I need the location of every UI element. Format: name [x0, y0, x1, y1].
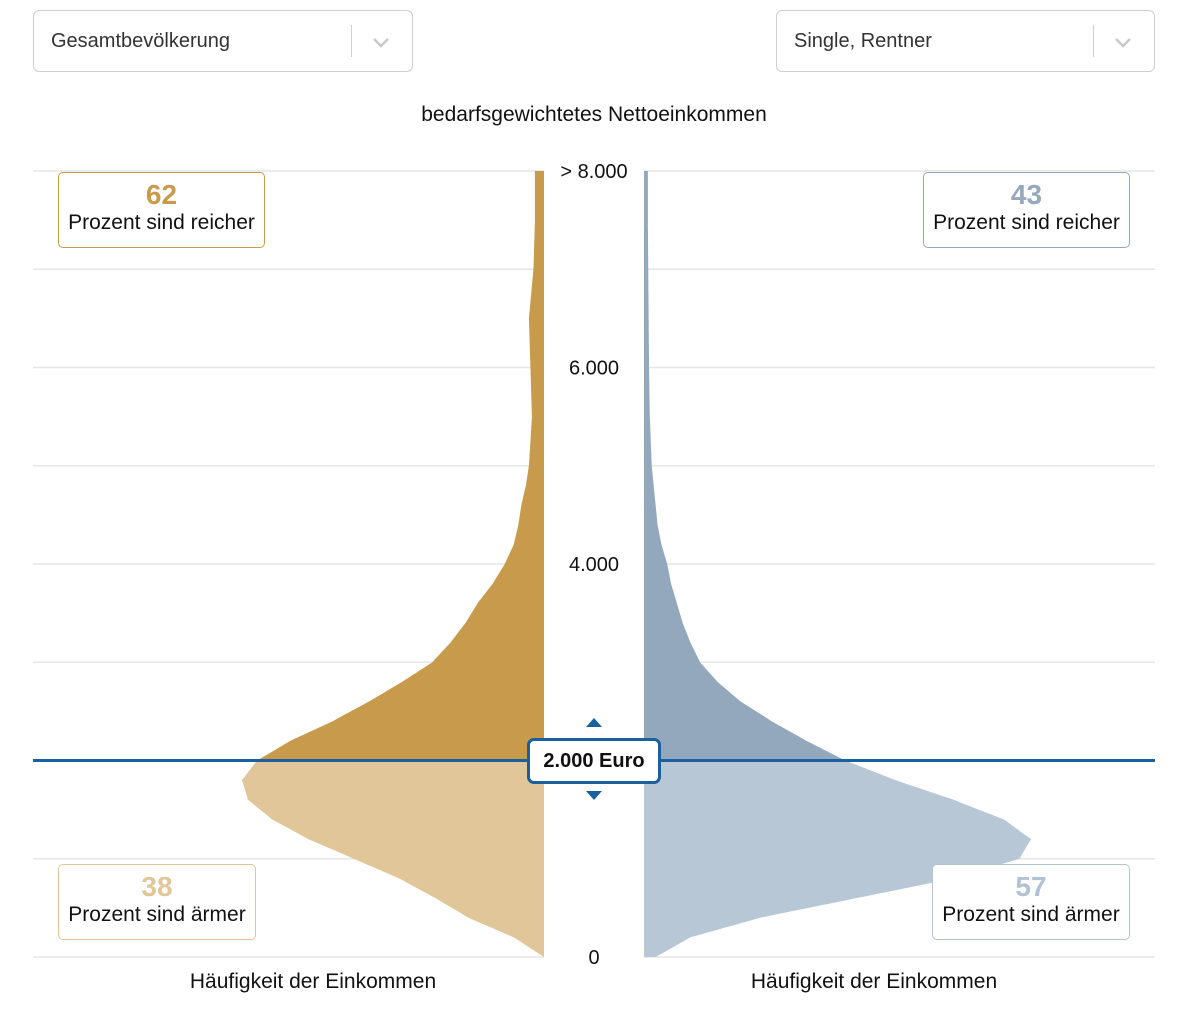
- right-richer-percent: 43: [1010, 179, 1043, 210]
- chevron-down-icon[interactable]: [1112, 33, 1134, 51]
- left-poorer-area: [241, 760, 544, 957]
- population-select-left[interactable]: Gesamtbevölkerung: [33, 10, 413, 72]
- y-tick-label: 0: [588, 947, 599, 969]
- increase-income-arrow-icon[interactable]: [586, 718, 602, 727]
- y-axis-ticks: 0 4.000 6.000 > 8.000: [560, 161, 627, 969]
- left-richer-percent: 62: [145, 179, 178, 210]
- left-poorer-label: Prozent sind ärmer: [68, 903, 246, 926]
- right-poorer-label: Prozent sind ärmer: [942, 903, 1120, 926]
- select-divider: [1093, 25, 1094, 57]
- x-axis-label-right: Häufigkeit der Einkommen: [750, 970, 998, 993]
- decrease-income-arrow-icon[interactable]: [586, 791, 602, 800]
- left-richer-label: Prozent sind reicher: [68, 211, 255, 234]
- select-divider: [351, 25, 352, 57]
- x-axis-label-left: Häufigkeit der Einkommen: [189, 970, 437, 993]
- right-poorer-box: 57 Prozent sind ärmer: [932, 864, 1130, 940]
- income-threshold-handle[interactable]: 2.000 Euro: [527, 738, 661, 784]
- right-richer-box: 43 Prozent sind reicher: [923, 172, 1130, 248]
- population-select-left-value: Gesamtbevölkerung: [51, 30, 230, 52]
- y-tick-label: > 8.000: [560, 161, 627, 183]
- right-poorer-area: [644, 760, 1032, 957]
- chevron-down-icon[interactable]: [370, 33, 392, 51]
- right-richer-area: [644, 171, 846, 761]
- chart-title: bedarfsgewichtetes Nettoeinkommen: [421, 103, 767, 126]
- y-tick-label: 6.000: [569, 358, 619, 380]
- population-select-right[interactable]: Single, Rentner: [776, 10, 1155, 72]
- left-poorer-box: 38 Prozent sind ärmer: [58, 864, 256, 940]
- right-poorer-percent: 57: [1015, 871, 1047, 902]
- right-richer-label: Prozent sind reicher: [933, 211, 1120, 234]
- density-areas: [241, 171, 1032, 957]
- left-poorer-percent: 38: [141, 871, 173, 902]
- population-select-right-value: Single, Rentner: [794, 30, 932, 52]
- left-richer-area: [257, 171, 544, 761]
- y-tick-label: 4.000: [569, 554, 619, 576]
- left-richer-box: 62 Prozent sind reicher: [58, 172, 265, 248]
